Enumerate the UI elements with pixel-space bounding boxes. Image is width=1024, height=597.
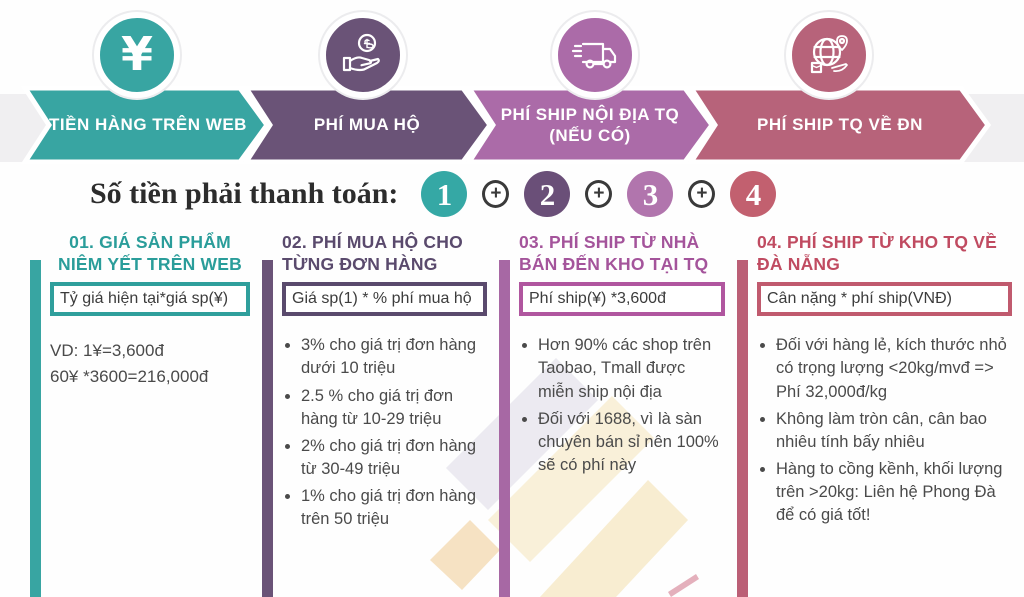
column-04-bullets: Đối với hàng lẻ, kích thước nhỏ có trọng… bbox=[757, 334, 1012, 527]
example-line: 60¥ *3600=216,000đ bbox=[50, 366, 209, 386]
column-02-purchase-fee: 02. PHÍ MUA HỘ CHO TỪNG ĐƠN HÀNG Giá sp(… bbox=[262, 226, 499, 597]
chevron-step-1 bbox=[20, 85, 271, 165]
bullet-item: Đối với hàng lẻ, kích thước nhỏ có trọng… bbox=[776, 334, 1012, 403]
plus-operator-icon: + bbox=[688, 180, 716, 208]
column-02-bullets: 3% cho giá trị đơn hàng dưới 10 triệu 2.… bbox=[282, 334, 487, 531]
bullet-item: 3% cho giá trị đơn hàng dưới 10 triệu bbox=[301, 334, 487, 380]
detail-columns: 01. GIÁ SẢN PHẨM NIÊM YẾT TRÊN WEB Tỷ gi… bbox=[0, 226, 1024, 597]
yen-icon: ¥ bbox=[120, 26, 153, 81]
column-03-bullets: Hơn 90% các shop trên Taobao, Tmall được… bbox=[519, 334, 725, 477]
chevron-step-4 bbox=[686, 85, 992, 165]
delivery-truck-icon bbox=[571, 42, 617, 69]
column-02-title: 02. PHÍ MUA HỘ CHO TỪNG ĐƠN HÀNG bbox=[282, 232, 463, 274]
example-line: VD: 1¥=3,600đ bbox=[50, 341, 164, 361]
bullet-item: Không làm tròn cân, cân bao nhiêu tính b… bbox=[776, 408, 1012, 454]
total-number-3: 3 bbox=[627, 171, 674, 217]
column-01-example: VD: 1¥=3,600đ 60¥ *3600=216,000đ bbox=[50, 338, 250, 389]
chevron-step-2 bbox=[241, 85, 494, 165]
banner-step-1-text: TIỀN HÀNG TRÊN WEB bbox=[49, 115, 247, 135]
bullet-item: Hơn 90% các shop trên Taobao, Tmall được… bbox=[538, 334, 725, 403]
hand-coin-icon bbox=[342, 33, 380, 72]
process-chevrons bbox=[20, 85, 992, 165]
column-04-title: 04. PHÍ SHIP TỪ KHO TQ VỀ ĐÀ NẴNG bbox=[757, 232, 997, 274]
banner-step-3-text-line1: PHÍ SHIP NỘI ĐỊA TQ bbox=[500, 104, 680, 124]
column-01-product-price: 01. GIÁ SẢN PHẨM NIÊM YẾT TRÊN WEB Tỷ gi… bbox=[30, 226, 262, 597]
bullet-item: Hàng to cồng kềnh, khối lượng trên >20kg… bbox=[776, 458, 1012, 527]
column-03-china-domestic-ship: 03. PHÍ SHIP TỪ NHÀ BÁN ĐẾN KHO TẠI TQ P… bbox=[499, 226, 737, 597]
total-number-4: 4 bbox=[730, 171, 777, 217]
banner-step-1-label: TIỀN HÀNG TRÊN WEB bbox=[38, 85, 258, 165]
column-03-title: 03. PHÍ SHIP TỪ NHÀ BÁN ĐẾN KHO TẠI TQ bbox=[519, 232, 709, 274]
total-formula-row: Số tiền phải thanh toán: 1 + 2 + 3 + 4 bbox=[90, 167, 777, 221]
bullet-item: 2% cho giá trị đơn hàng từ 30-49 triệu bbox=[301, 435, 487, 481]
banner-step-4-text: PHÍ SHIP TQ VỀ ĐN bbox=[757, 115, 923, 135]
column-01-formula-box: Tỷ giá hiện tại*giá sp(¥) bbox=[50, 282, 250, 317]
total-number-2: 2 bbox=[524, 171, 571, 217]
globe-shipping-icon bbox=[810, 35, 848, 74]
step-2-circle bbox=[320, 12, 406, 98]
banner-step-2-label: PHÍ MUA HỘ bbox=[252, 85, 482, 165]
banner-step-3-label: PHÍ SHIP NỘI ĐỊA TQ (NẾU CÓ) bbox=[476, 85, 704, 165]
column-04-formula-box: Cân nặng * phí ship(VNĐ) bbox=[757, 282, 1012, 317]
plus-operator-icon: + bbox=[482, 180, 510, 208]
banner-step-2-text: PHÍ MUA HỘ bbox=[313, 115, 421, 135]
plus-operator-icon: + bbox=[585, 180, 613, 208]
column-01-title: 01. GIÁ SẢN PHẨM NIÊM YẾT TRÊN WEB bbox=[58, 232, 242, 274]
column-03-formula-box: Phí ship(¥) *3,600đ bbox=[519, 282, 725, 317]
total-label: Số tiền phải thanh toán: bbox=[90, 177, 399, 210]
total-number-1: 1 bbox=[421, 171, 468, 217]
bullet-item: 1% cho giá trị đơn hàng trên 50 triệu bbox=[301, 485, 487, 531]
column-02-formula-box: Giá sp(1) * % phí mua hộ bbox=[282, 282, 487, 317]
bullet-item: 2.5 % cho giá trị đơn hàng từ 10-29 triệ… bbox=[301, 385, 487, 431]
chevron-step-3 bbox=[464, 85, 716, 165]
step-1-circle: ¥ bbox=[94, 12, 180, 98]
step-3-circle bbox=[552, 12, 638, 98]
step-4-circle bbox=[786, 12, 872, 98]
bullet-item: Đối với 1688, vì là sàn chuyên bán sỉ nê… bbox=[538, 408, 725, 477]
banner-step-3-text-line2: (NẾU CÓ) bbox=[549, 126, 631, 145]
banner-step-4-label: PHÍ SHIP TQ VỀ ĐN bbox=[700, 85, 980, 165]
column-04-china-to-danang-ship: 04. PHÍ SHIP TỪ KHO TQ VỀ ĐÀ NẴNG Cân nặ… bbox=[737, 226, 1024, 597]
